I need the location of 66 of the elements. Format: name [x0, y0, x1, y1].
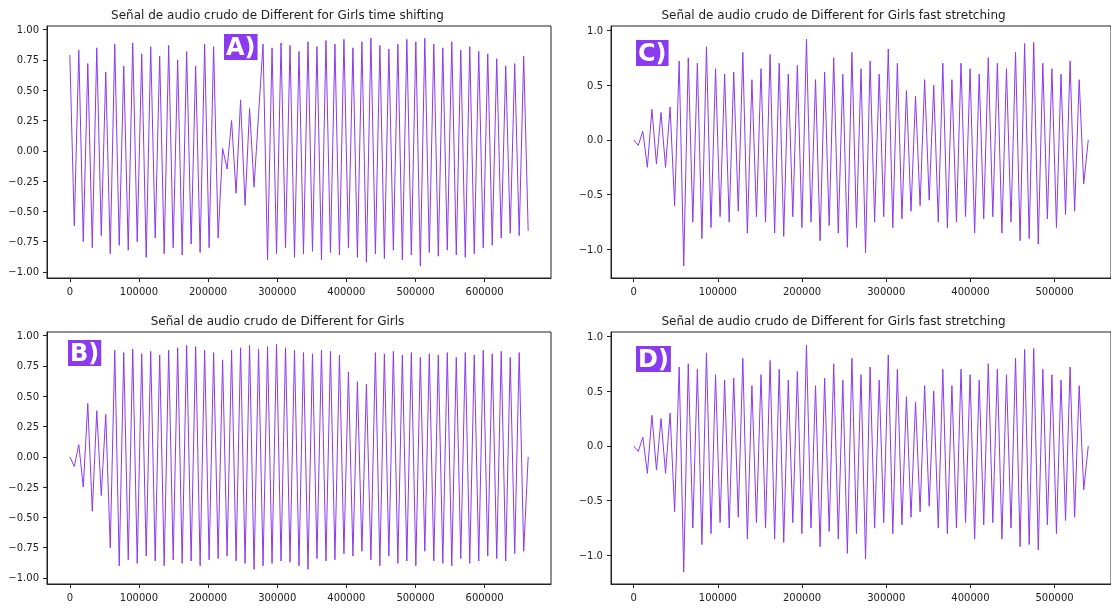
y-tick-label: 0.75: [16, 54, 39, 66]
y-tick-label: 0.25: [16, 421, 39, 432]
x-tick-label: 100000: [119, 591, 159, 603]
annotation: B): [70, 339, 100, 367]
x-tick-label: 100000: [119, 285, 159, 297]
x-tick-label: 400000: [951, 591, 990, 603]
line-series: [633, 38, 1089, 267]
y-tick-label: −0.5: [578, 495, 603, 507]
x-tick-label: 500000: [396, 285, 435, 297]
x-tick-label: 400000: [327, 591, 366, 603]
y-tick-label: 0.5: [587, 79, 603, 91]
x-tick-label: 0: [66, 591, 73, 603]
y-tick-label: −0.25: [8, 481, 39, 493]
y-tick-label: 1.00: [16, 24, 39, 36]
y-tick-label: −0.75: [8, 236, 39, 248]
y-tick-label: 0.00: [16, 145, 39, 157]
chart-title: Señal de audio crudo de Different for Girls fast stretching: [661, 8, 1006, 22]
y-tick-label: 1.0: [587, 330, 603, 342]
y-tick-label: −1.0: [578, 550, 603, 562]
y-tick-label: −1.0: [578, 244, 603, 256]
x-tick-label: 0: [630, 285, 637, 297]
y-tick-label: 0.5: [587, 385, 603, 397]
y-tick-label: 0.75: [16, 360, 39, 372]
x-tick-label: 100000: [698, 285, 737, 297]
x-tick-label: 600000: [465, 591, 504, 603]
x-tick-label: 0: [630, 591, 637, 603]
y-tick-label: −0.50: [8, 205, 39, 217]
y-tick-label: −0.5: [578, 189, 603, 201]
y-tick-label: 0.25: [16, 115, 39, 126]
y-tick-label: −1.00: [8, 266, 39, 278]
y-tick-label: −0.75: [8, 542, 39, 554]
chart-title: Señal de audio crudo de Different for Girls time shifting: [111, 8, 444, 22]
line-series: [633, 344, 1089, 573]
x-tick-label: 300000: [867, 591, 906, 603]
annotation: D): [638, 345, 669, 373]
line-series: [69, 37, 529, 267]
annotation: C): [638, 39, 667, 67]
chart-title: Señal de audio crudo de Different for Girls fast stretching: [661, 314, 1006, 328]
y-tick-label: 1.0: [587, 24, 603, 36]
y-tick-label: 0.50: [16, 390, 39, 402]
y-tick-label: 0.0: [587, 440, 603, 452]
x-tick-label: 300000: [258, 591, 297, 603]
x-tick-label: 0: [66, 285, 73, 297]
annotation: A): [226, 33, 256, 61]
x-tick-label: 100000: [698, 591, 737, 603]
x-tick-label: 200000: [188, 285, 228, 297]
x-tick-label: 500000: [396, 591, 435, 603]
y-tick-label: 0.0: [587, 134, 603, 146]
x-tick-label: 600000: [465, 285, 504, 297]
x-tick-label: 200000: [782, 285, 822, 297]
x-tick-label: 400000: [951, 285, 990, 297]
y-tick-label: 0.00: [16, 451, 39, 463]
y-tick-label: −0.25: [8, 175, 39, 187]
x-tick-label: 300000: [867, 285, 906, 297]
x-tick-label: 500000: [1035, 591, 1074, 603]
x-tick-label: 200000: [782, 591, 822, 603]
chart-title: Señal de audio crudo de Different for Girls: [150, 314, 405, 328]
y-tick-label: −0.50: [8, 511, 39, 523]
y-tick-label: 0.50: [16, 84, 39, 96]
x-tick-label: 200000: [188, 591, 228, 603]
line-series: [69, 343, 529, 570]
x-tick-label: 400000: [327, 285, 366, 297]
y-tick-label: 1.00: [16, 330, 39, 342]
y-tick-label: −1.00: [8, 572, 39, 584]
x-tick-label: 300000: [258, 285, 297, 297]
x-tick-label: 500000: [1035, 285, 1074, 297]
